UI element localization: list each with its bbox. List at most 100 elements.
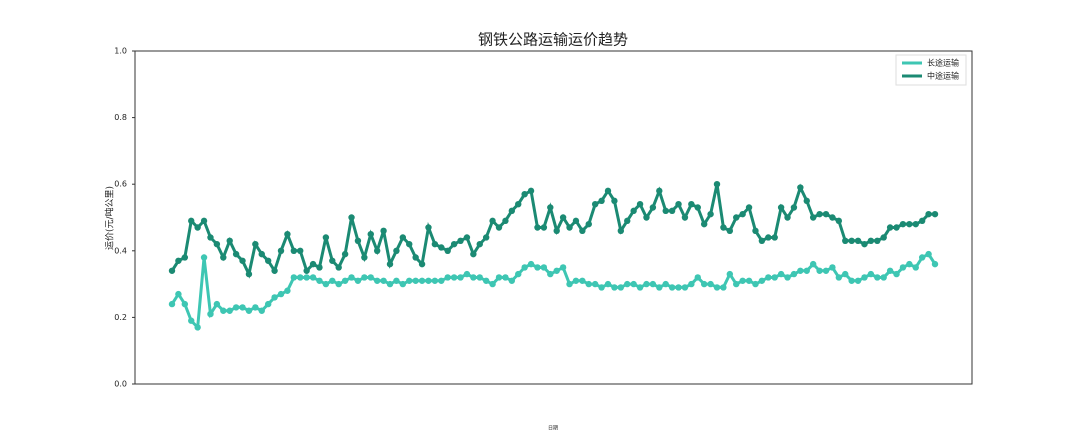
data-point — [726, 270, 734, 278]
data-point — [643, 280, 650, 288]
data-point — [649, 280, 657, 288]
data-point — [463, 270, 471, 278]
data-point — [886, 267, 894, 274]
data-point — [450, 240, 458, 248]
data-point — [880, 274, 887, 281]
data-point — [181, 300, 189, 308]
data-point — [803, 197, 810, 205]
data-point — [168, 300, 176, 308]
data-point — [630, 207, 637, 215]
data-point — [713, 284, 721, 291]
data-point — [784, 214, 791, 221]
data-point — [335, 264, 342, 271]
data-point — [694, 274, 701, 281]
data-point — [925, 250, 932, 258]
series-line — [170, 183, 935, 279]
data-point — [258, 307, 265, 314]
data-point — [297, 247, 304, 254]
data-point — [758, 237, 766, 245]
data-point — [322, 234, 330, 241]
data-point — [566, 224, 573, 231]
data-point — [418, 277, 426, 284]
data-point — [893, 224, 900, 231]
data-point — [373, 247, 381, 254]
data-point — [232, 304, 240, 311]
data-point — [784, 274, 791, 281]
data-point — [515, 200, 522, 208]
data-point — [297, 274, 304, 281]
data-point — [226, 237, 233, 245]
data-point — [662, 207, 669, 215]
data-point — [752, 227, 759, 235]
data-point — [476, 240, 483, 248]
data-point — [624, 217, 631, 225]
data-point — [861, 274, 868, 281]
data-point — [457, 274, 464, 281]
data-point — [547, 270, 554, 278]
data-point — [457, 237, 464, 245]
y-tick-label: 0.8 — [114, 113, 127, 122]
data-point — [213, 300, 221, 308]
data-point — [277, 247, 285, 254]
data-point — [733, 214, 740, 221]
data-point — [386, 260, 394, 268]
data-point — [886, 224, 894, 231]
data-point — [341, 277, 349, 284]
data-point — [245, 270, 253, 278]
data-point — [636, 200, 644, 208]
data-point — [585, 220, 592, 228]
data-point — [656, 187, 663, 195]
data-point — [733, 280, 740, 288]
data-point — [803, 267, 810, 274]
data-point — [906, 220, 913, 228]
data-point — [771, 274, 778, 281]
data-point — [835, 217, 843, 225]
data-point — [745, 277, 753, 284]
data-point — [809, 260, 817, 268]
data-point — [386, 280, 394, 288]
data-point — [361, 254, 368, 261]
data-point — [335, 280, 342, 288]
data-point — [194, 224, 201, 231]
data-point — [380, 227, 387, 235]
data-point — [842, 237, 849, 245]
data-point — [553, 227, 560, 235]
data-point — [412, 277, 419, 284]
data-point — [694, 204, 701, 211]
data-point — [553, 267, 560, 274]
data-point — [527, 260, 535, 268]
data-point — [540, 224, 548, 231]
data-point — [213, 240, 221, 248]
data-point — [534, 264, 541, 271]
data-point — [617, 227, 625, 235]
data-point — [681, 214, 689, 221]
plot-frame — [134, 50, 973, 385]
data-point — [700, 220, 708, 228]
data-point — [232, 250, 240, 258]
y-axis-label: 运价(元/吨公里) — [104, 186, 116, 250]
data-point — [771, 234, 778, 241]
data-point — [482, 234, 490, 241]
data-point — [303, 274, 310, 281]
data-point — [893, 270, 900, 278]
y-tick-label: 0.0 — [114, 380, 127, 389]
data-point — [925, 210, 932, 218]
data-point — [604, 187, 612, 195]
data-point — [912, 264, 919, 271]
data-point — [239, 257, 246, 264]
data-point — [175, 257, 182, 264]
data-point — [559, 214, 567, 221]
data-point — [515, 270, 522, 278]
data-point — [438, 244, 445, 251]
data-point — [636, 284, 644, 291]
data-point — [848, 277, 855, 284]
data-point — [425, 224, 432, 231]
data-point — [200, 217, 208, 225]
data-point — [931, 210, 939, 218]
data-point — [252, 240, 259, 248]
data-point — [495, 224, 503, 231]
data-point — [752, 280, 759, 288]
data-point — [476, 274, 483, 281]
data-point — [912, 220, 919, 228]
